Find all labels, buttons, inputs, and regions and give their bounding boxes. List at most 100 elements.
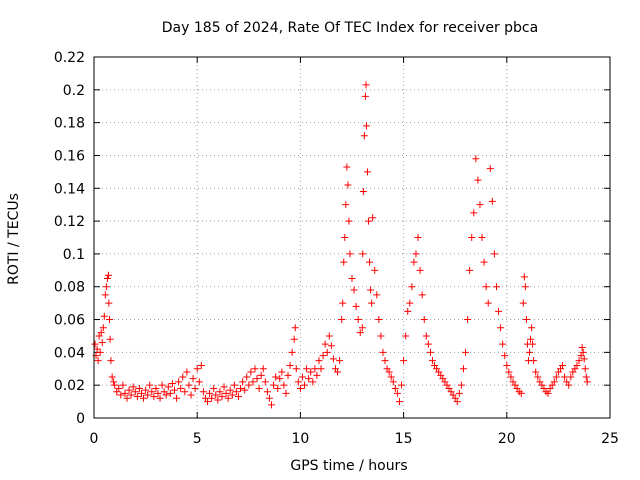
data-point — [268, 401, 276, 409]
data-point — [583, 378, 591, 386]
data-point — [301, 381, 309, 389]
data-point — [503, 361, 511, 369]
data-point — [164, 383, 172, 391]
data-point — [544, 389, 552, 397]
data-point — [245, 381, 253, 389]
data-point — [339, 299, 347, 307]
data-point — [369, 214, 377, 222]
data-point — [309, 378, 317, 386]
data-point — [204, 398, 212, 406]
data-point — [526, 348, 534, 356]
data-point — [385, 368, 393, 376]
data-point — [195, 378, 203, 386]
y-tick-label: 0.02 — [54, 378, 85, 394]
data-point — [224, 394, 232, 402]
data-point — [497, 324, 505, 332]
data-point — [470, 209, 478, 217]
data-point — [561, 373, 569, 381]
data-point — [274, 384, 282, 392]
data-point — [257, 371, 265, 379]
data-point — [247, 368, 255, 376]
data-point — [528, 324, 536, 332]
data-point — [359, 188, 367, 196]
data-point — [97, 329, 105, 337]
plot-frame — [93, 56, 611, 419]
data-point — [93, 345, 101, 353]
data-point — [484, 299, 492, 307]
data-point — [286, 361, 294, 369]
data-point — [414, 234, 422, 241]
data-point — [100, 312, 108, 320]
data-point — [356, 329, 364, 337]
data-point — [580, 355, 588, 363]
data-point — [453, 398, 461, 406]
data-point — [352, 302, 360, 310]
data-point — [220, 383, 228, 391]
data-point — [107, 357, 115, 365]
data-point — [280, 381, 288, 389]
data-point — [177, 384, 185, 392]
data-point — [468, 234, 476, 241]
data-point — [218, 393, 226, 401]
data-point — [290, 335, 298, 343]
data-point — [455, 389, 463, 397]
data-point — [150, 393, 158, 401]
data-point — [140, 394, 148, 402]
data-point — [241, 386, 249, 394]
y-tick-label: 0 — [76, 411, 85, 427]
data-point — [527, 335, 535, 343]
data-point — [495, 307, 503, 315]
data-point — [418, 291, 426, 299]
data-point — [529, 340, 537, 348]
data-point — [373, 291, 381, 299]
data-point — [315, 357, 323, 365]
data-point — [466, 266, 474, 274]
y-tick-label: 0.04 — [54, 345, 85, 361]
data-point — [152, 384, 160, 392]
data-point — [303, 365, 311, 373]
data-point — [148, 388, 156, 396]
data-point — [474, 176, 482, 184]
data-point — [402, 332, 410, 340]
x-axis-label: GPS time / hours — [290, 458, 407, 474]
x-tick-label: 0 — [90, 431, 99, 447]
data-point — [222, 389, 230, 397]
x-tick-label: 25 — [601, 431, 619, 447]
data-point — [291, 324, 299, 332]
data-point — [243, 373, 251, 381]
data-point — [565, 381, 573, 389]
y-tick-label: 0.1 — [63, 247, 85, 263]
data-point — [375, 316, 383, 324]
data-point — [228, 391, 236, 399]
data-point — [91, 340, 99, 348]
data-point — [472, 155, 480, 163]
data-point — [368, 299, 376, 307]
data-point — [406, 299, 414, 307]
data-point — [350, 286, 358, 294]
data-point — [426, 348, 434, 356]
data-point — [323, 348, 331, 356]
data-point — [319, 352, 327, 360]
data-point — [230, 381, 238, 389]
data-point — [170, 386, 178, 394]
data-point — [387, 373, 395, 381]
data-point — [307, 368, 315, 376]
data-point — [216, 388, 224, 396]
data-point — [144, 391, 152, 399]
data-point — [156, 394, 164, 402]
data-point — [199, 388, 207, 396]
data-point — [208, 394, 216, 402]
data-point — [404, 307, 412, 315]
data-point — [578, 343, 586, 351]
data-point — [552, 373, 560, 381]
data-point — [183, 368, 191, 376]
data-point — [329, 355, 337, 363]
data-point — [354, 316, 362, 324]
data-point — [482, 283, 490, 291]
data-point — [325, 332, 333, 340]
data-point — [559, 361, 567, 369]
axis-ticks: 0 0.02 0.04 0.06 0.08 0.1 0.12 0.14 0.16 0.18 0.2 0… — [54, 50, 619, 447]
data-point — [187, 391, 195, 399]
data-point — [313, 371, 321, 379]
